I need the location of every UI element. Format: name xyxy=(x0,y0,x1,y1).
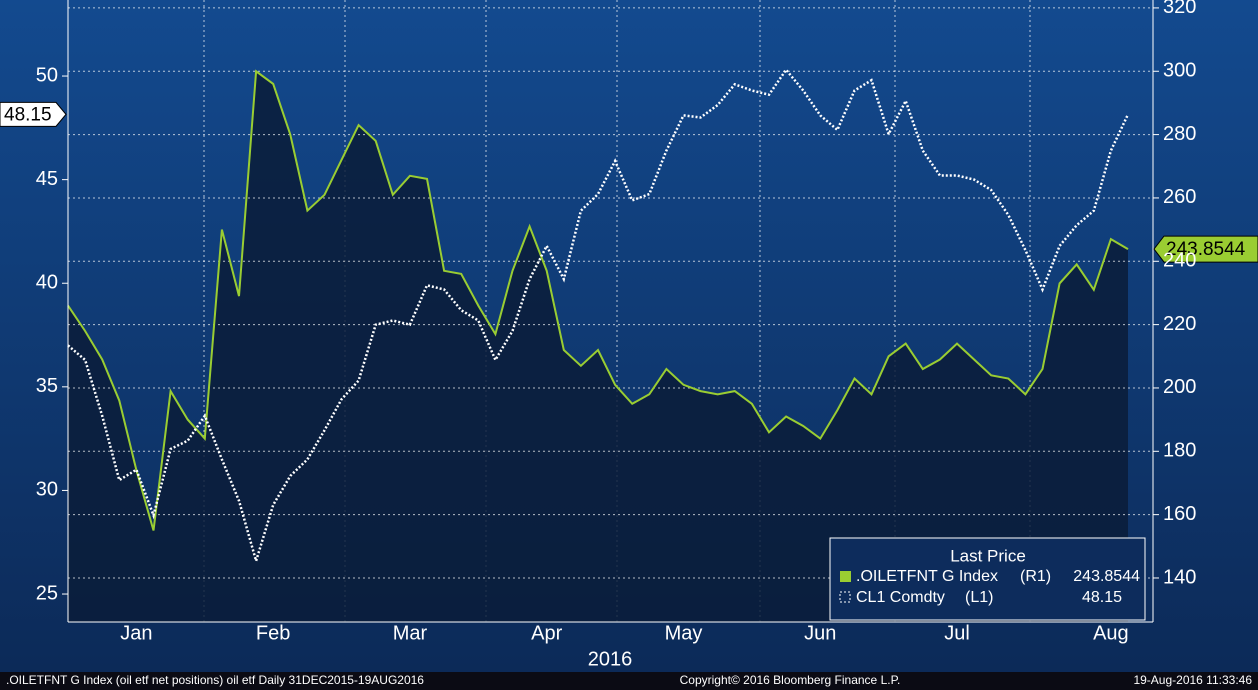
y2-tick-label: 260 xyxy=(1163,186,1196,208)
y2-tick-label: 200 xyxy=(1163,376,1196,398)
legend-title: Last Price xyxy=(950,546,1026,565)
y2-tick-label: 180 xyxy=(1163,440,1196,462)
legend: Last Price .OILETFNT G Index (R1) 243.85… xyxy=(829,537,1146,621)
legend-value: 243.8544 xyxy=(1073,568,1140,585)
y2-tick-label: 320 xyxy=(1163,0,1196,18)
legend-tag: (R1) xyxy=(1020,568,1051,585)
x-tick-label: Jun xyxy=(804,622,836,644)
x-tick-label: Mar xyxy=(393,622,428,644)
y2-tick-label: 300 xyxy=(1163,60,1196,82)
y-tick-label: 35 xyxy=(36,375,58,397)
x-axis-label: 2016 xyxy=(588,648,633,670)
legend-swatch xyxy=(840,571,851,582)
last-price-tag xyxy=(1153,235,1258,263)
y-tick-label: 50 xyxy=(36,64,58,86)
y-tick-label: 25 xyxy=(36,582,58,604)
legend-label: .OILETFNT G Index xyxy=(856,568,998,585)
legend-tag: (L1) xyxy=(965,589,993,606)
last-price-tag xyxy=(0,101,67,127)
line xyxy=(67,69,1129,531)
y2-tick-label: 240 xyxy=(1163,250,1196,272)
footer-center: Copyright© 2016 Bloomberg Finance L.P. xyxy=(680,673,901,687)
y2-tick-label: 220 xyxy=(1163,313,1196,335)
x-tick-label: Apr xyxy=(531,622,562,644)
x-tick-label: Jan xyxy=(120,622,152,644)
last-price-label: 48.15 xyxy=(4,104,52,125)
legend-value: 48.15 xyxy=(1082,589,1122,606)
y2-tick-label: 160 xyxy=(1163,503,1196,525)
area xyxy=(68,71,1128,623)
y-tick-label: 45 xyxy=(36,168,58,190)
footer-right: 19-Aug-2016 11:33:46 xyxy=(1133,673,1252,687)
x-tick-label: Jul xyxy=(944,622,970,644)
y-tick-label: 30 xyxy=(36,479,58,501)
legend-label: CL1 Comdty xyxy=(856,589,945,606)
footer-left: .OILETFNT G Index (oil etf net positions… xyxy=(6,673,424,687)
y2-tick-label: 140 xyxy=(1163,566,1196,588)
line xyxy=(67,67,1130,566)
last-price-label: 243.8544 xyxy=(1166,239,1246,260)
x-tick-label: May xyxy=(665,622,703,644)
legend-box xyxy=(829,537,1146,621)
x-tick-label: Aug xyxy=(1093,622,1129,644)
y-tick-label: 40 xyxy=(36,272,58,294)
footer-band xyxy=(0,672,1258,690)
y2-tick-label: 280 xyxy=(1163,123,1196,145)
x-tick-label: Feb xyxy=(256,622,290,644)
legend-swatch xyxy=(839,591,851,603)
